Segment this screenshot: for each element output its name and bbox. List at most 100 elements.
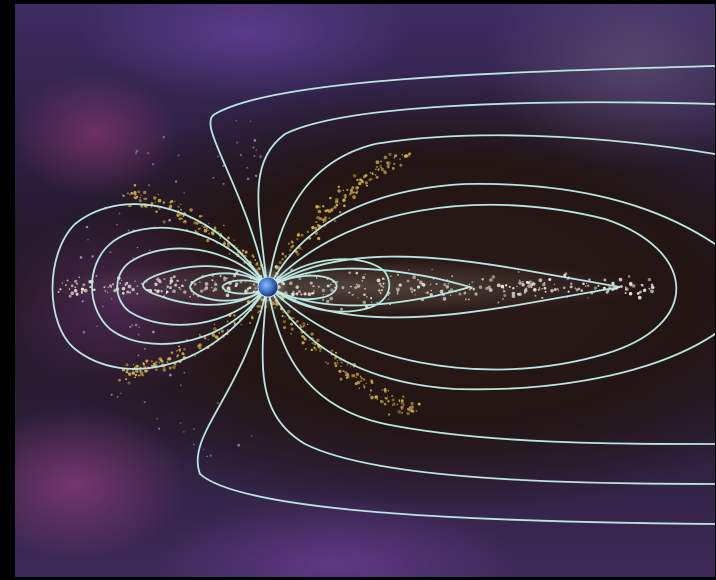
particle [307, 292, 312, 296]
particle-belt [293, 317, 296, 320]
particle [68, 294, 72, 298]
particle-belt [233, 314, 236, 317]
particle [57, 290, 60, 294]
particle [313, 290, 315, 292]
particle-belt [387, 390, 390, 392]
particle [168, 285, 173, 290]
particle-faint [143, 400, 146, 404]
particle [239, 280, 243, 284]
particle [567, 290, 570, 293]
particle-belt [136, 371, 139, 373]
particle-faint [95, 274, 98, 277]
particle-faint [135, 152, 138, 155]
particle [445, 285, 450, 289]
particle [544, 290, 547, 293]
particle [322, 293, 325, 296]
particle-faint [147, 152, 150, 155]
particle-belt [223, 241, 226, 243]
particle-faint [136, 246, 139, 249]
particle [627, 275, 631, 278]
particle-belt [365, 382, 368, 384]
particle-belt [282, 320, 286, 324]
particle [502, 287, 505, 290]
particle [362, 300, 367, 305]
particle-belt [311, 226, 315, 230]
particle [487, 285, 492, 290]
particle [611, 281, 615, 285]
particle-belt [340, 361, 343, 364]
particle-faint [118, 212, 121, 215]
particle-faint [183, 371, 186, 374]
particle-belt [302, 322, 306, 326]
particle-belt [125, 363, 129, 367]
particle [580, 289, 583, 292]
particle-belt [143, 190, 147, 195]
particle-belt [403, 154, 407, 158]
particle-faint [168, 373, 172, 377]
particle-faint [81, 300, 84, 303]
particle-belt [351, 186, 355, 190]
magnetosphere-svg [45, 65, 715, 525]
particle [521, 282, 525, 287]
field-line-left-2 [91, 226, 268, 345]
particle-belt [363, 386, 366, 389]
particle [93, 288, 96, 291]
particle-faint [147, 184, 151, 187]
particle-belt [316, 215, 320, 220]
particle-belt [137, 374, 141, 377]
particle-belt [178, 345, 180, 348]
particle-belt [343, 370, 345, 372]
particle-belt [355, 372, 360, 376]
particle-belt [134, 373, 138, 377]
particle [647, 278, 652, 282]
field-line-right-inner-2 [268, 274, 338, 301]
particle-belt [154, 201, 157, 203]
particle-belt [371, 172, 374, 175]
magnetosphere-illustration [15, 4, 715, 577]
particle [379, 292, 382, 294]
particle-belt [318, 205, 321, 208]
particle [636, 291, 640, 295]
particle [409, 287, 413, 291]
particle-belt [336, 360, 339, 362]
particle-belt [380, 166, 382, 169]
particle-belt [140, 194, 142, 197]
particle-belt [311, 341, 314, 344]
particle-faint [96, 325, 98, 328]
particle [354, 286, 358, 290]
particle-faint [156, 418, 158, 420]
particle-faint [235, 120, 237, 122]
particle-belt [315, 205, 319, 209]
particle [309, 281, 313, 285]
particle-faint [158, 427, 161, 430]
particle-belt [350, 365, 352, 367]
particle [214, 282, 218, 287]
particle-belt [339, 377, 343, 381]
particle-belt [193, 221, 197, 225]
particle-belt [380, 160, 383, 163]
particle-belt [391, 404, 394, 406]
particle [396, 287, 400, 292]
particle [605, 290, 609, 294]
particle-belt [387, 161, 391, 165]
particle-faint [179, 421, 182, 424]
particle-belt [377, 168, 380, 171]
particle-belt [284, 316, 286, 318]
particle [548, 278, 552, 281]
particle-belt [300, 248, 303, 250]
particle [107, 286, 109, 289]
particle [172, 289, 176, 293]
particle-faint [152, 330, 155, 334]
particle [61, 282, 64, 284]
particle-belt [150, 202, 153, 205]
particle-belt [135, 195, 139, 199]
particle [534, 294, 537, 297]
particle-belt [398, 399, 401, 402]
particle-belt [356, 190, 359, 193]
particle-belt [336, 361, 339, 365]
particle-faint [134, 323, 138, 327]
particle-belt [278, 260, 282, 264]
particle-belt [337, 189, 341, 193]
particle-belt [343, 204, 346, 208]
particle [214, 281, 216, 283]
